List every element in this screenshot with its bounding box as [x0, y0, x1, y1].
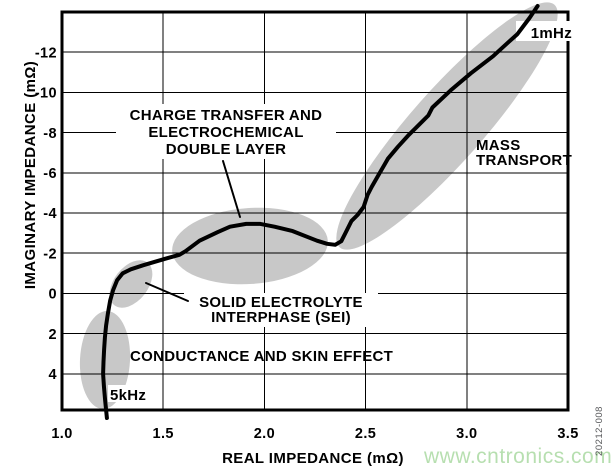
charge-transfer-pointer — [222, 160, 241, 218]
freq-1mhz-bg — [516, 21, 574, 41]
y-tick-label: -6 — [43, 166, 57, 182]
y-tick-label: 4 — [49, 367, 57, 383]
figure-number: 20212-008 — [594, 406, 605, 456]
charge-transfer-label-line3: DOUBLE LAYER — [166, 141, 287, 158]
sei-label-line1: SOLID ELECTROLYTE — [199, 294, 363, 311]
x-tick-label: 2.5 — [355, 426, 376, 442]
x-tick-label: 1.5 — [153, 426, 174, 442]
sei-pointer — [145, 282, 189, 302]
sei-label-line2: INTERPHASE (SEI) — [211, 309, 351, 326]
y-tick-label: -8 — [43, 126, 57, 142]
y-tick-label: 0 — [49, 287, 57, 303]
y-tick-label: -2 — [43, 246, 57, 262]
y-tick-label: -4 — [43, 206, 57, 222]
sei-label-bg — [184, 293, 378, 327]
freq-5khz-bg — [108, 385, 156, 402]
y-axis-title: IMAGINARY IMPEDANCE (mΩ) — [22, 61, 39, 289]
x-tick-label: 2.0 — [254, 426, 275, 442]
y-tick-label: -12 — [35, 45, 57, 61]
plot-frame — [60, 10, 570, 412]
y-tick-label: -10 — [35, 86, 57, 102]
sei-region — [109, 260, 153, 308]
charge-transfer-label-bg — [116, 104, 336, 159]
x-tick-label: 1.0 — [51, 426, 72, 442]
mass-transport-label-line2: TRANSPORT — [476, 152, 572, 169]
x-tick-label: 3.0 — [456, 426, 477, 442]
charge-transfer-label-line2: ELECTROCHEMICAL — [148, 124, 303, 141]
charge-transfer-label-line1: CHARGE TRANSFER AND — [130, 107, 323, 124]
mass-transport-label-line1: MASS — [476, 137, 521, 154]
watermark: www.cntronics.com — [424, 445, 611, 468]
battery-impedance-spectrum — [101, 4, 540, 420]
x-tick-label: 3.5 — [557, 426, 578, 442]
freq-5khz: 5kHz — [110, 387, 146, 404]
y-tick-label: 2 — [49, 327, 57, 343]
freq-1mhz: 1mHz — [531, 25, 572, 42]
mass-transport-region — [336, 2, 558, 250]
conductance-label-line1: CONDUCTANCE AND SKIN EFFECT — [130, 348, 393, 365]
x-axis-title: REAL IMPEDANCE (mΩ) — [222, 450, 404, 467]
charge-transfer-double-layer-region — [172, 207, 328, 285]
